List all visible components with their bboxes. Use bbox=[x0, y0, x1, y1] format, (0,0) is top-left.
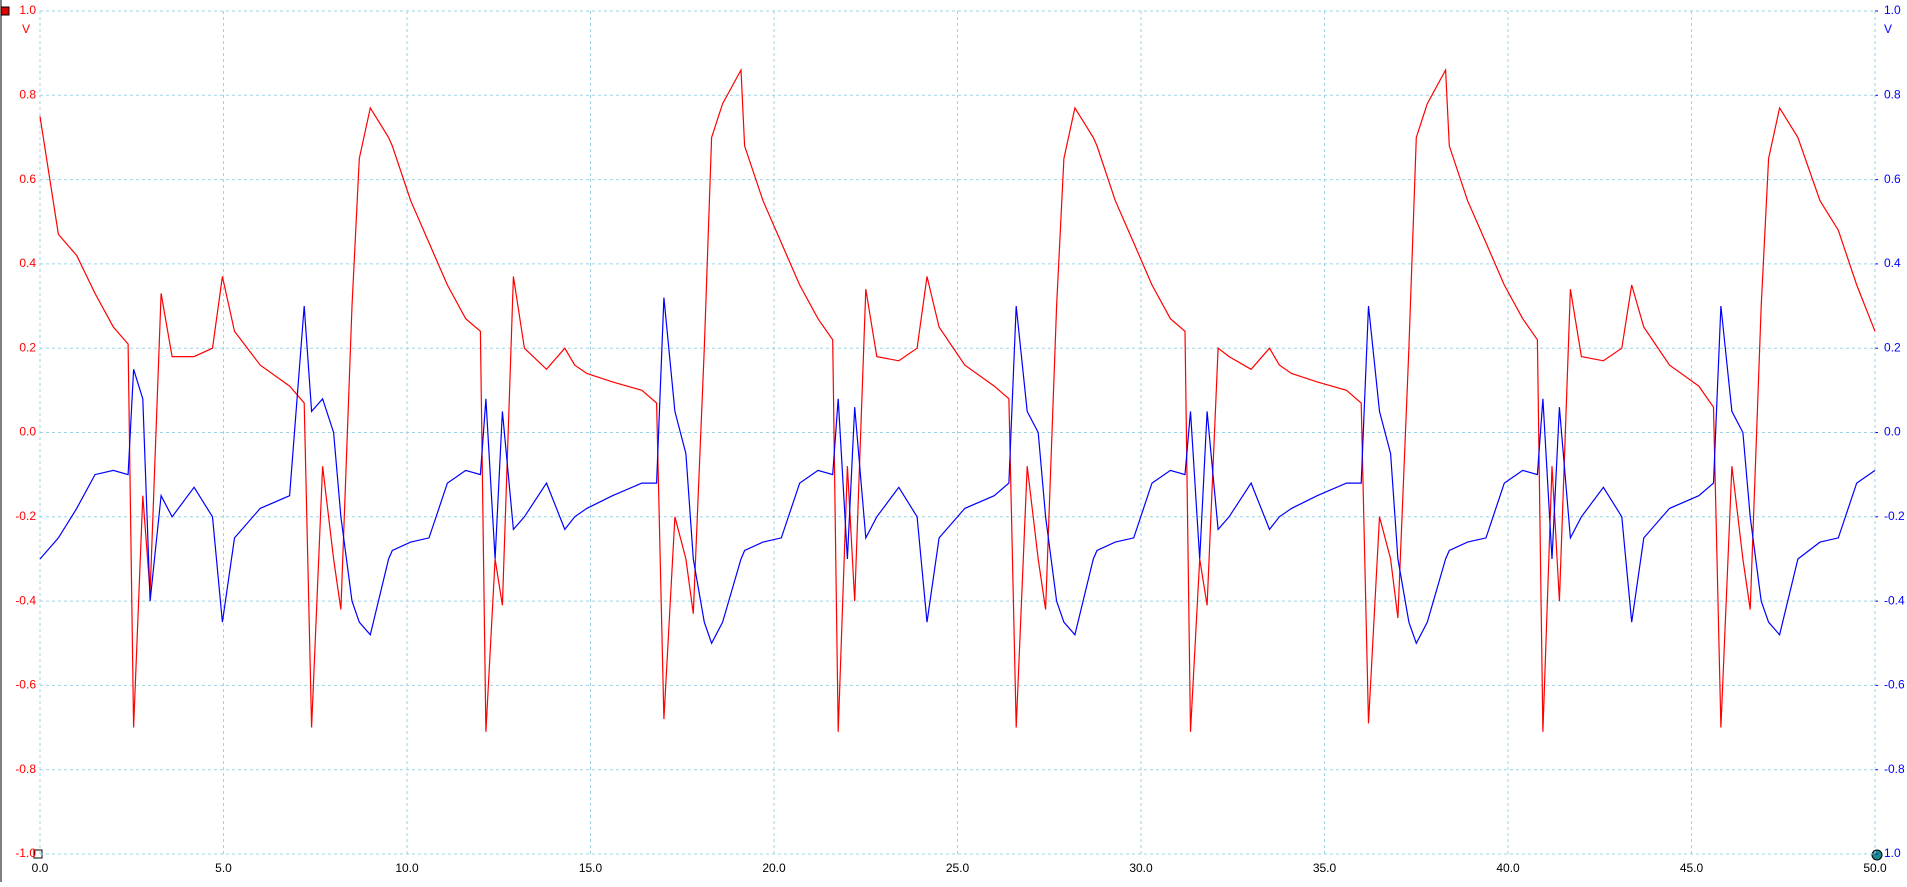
y2-tick-label: -0.6 bbox=[1884, 678, 1905, 692]
y-tick-label: 0.0 bbox=[19, 425, 36, 439]
y2-tick-label: -0.4 bbox=[1884, 593, 1905, 607]
y-unit: V bbox=[22, 22, 30, 36]
y-tick-label: 0.8 bbox=[19, 87, 36, 101]
x-tick-label: 30.0 bbox=[1129, 861, 1153, 875]
x-tick-label: 45.0 bbox=[1680, 861, 1704, 875]
y-tick-label: 0.4 bbox=[19, 256, 36, 270]
channel-b-marker[interactable] bbox=[1871, 849, 1883, 861]
x-tick-label: 15.0 bbox=[579, 861, 603, 875]
y-tick-label: -1.0 bbox=[15, 846, 36, 860]
y2-tick-label: 1.0 bbox=[1884, 3, 1901, 17]
y2-tick-label: 1.0 bbox=[1884, 846, 1901, 860]
x-tick-label: 25.0 bbox=[946, 861, 970, 875]
y-tick-label: 1.0 bbox=[19, 3, 36, 17]
y2-tick-label: -0.2 bbox=[1884, 509, 1905, 523]
y2-tick-label: 0.6 bbox=[1884, 172, 1901, 186]
y-tick-label: 0.2 bbox=[19, 340, 36, 354]
y-tick-label: -0.2 bbox=[15, 509, 36, 523]
y2-unit: V bbox=[1884, 22, 1892, 36]
y-tick-label: -0.4 bbox=[15, 593, 36, 607]
x-tick-label: 20.0 bbox=[762, 861, 786, 875]
x-tick-label: 5.0 bbox=[215, 861, 232, 875]
x-tick-label: 10.0 bbox=[395, 861, 419, 875]
y2-tick-label: 0.2 bbox=[1884, 340, 1901, 354]
y2-tick-label: 0.8 bbox=[1884, 87, 1901, 101]
channel-a-marker[interactable] bbox=[0, 6, 10, 16]
y-tick-label: -0.8 bbox=[15, 762, 36, 776]
x-tick-label: 35.0 bbox=[1313, 861, 1337, 875]
y-tick-label: -0.6 bbox=[15, 678, 36, 692]
y2-tick-label: 0.0 bbox=[1884, 425, 1901, 439]
x-tick-label: 0.0 bbox=[32, 861, 49, 875]
y2-tick-label: 0.4 bbox=[1884, 256, 1901, 270]
series-line bbox=[39, 67, 1876, 732]
x-tick-label: 40.0 bbox=[1496, 861, 1520, 875]
series-line bbox=[39, 297, 1876, 645]
x-tick-label: 50.0 bbox=[1863, 861, 1887, 875]
y-tick-label: 0.6 bbox=[19, 172, 36, 186]
y2-tick-label: -0.8 bbox=[1884, 762, 1905, 776]
